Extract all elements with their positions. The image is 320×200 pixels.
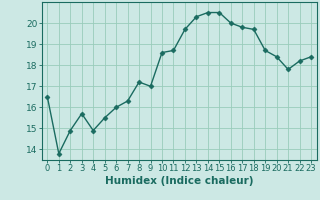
X-axis label: Humidex (Indice chaleur): Humidex (Indice chaleur) (105, 176, 253, 186)
